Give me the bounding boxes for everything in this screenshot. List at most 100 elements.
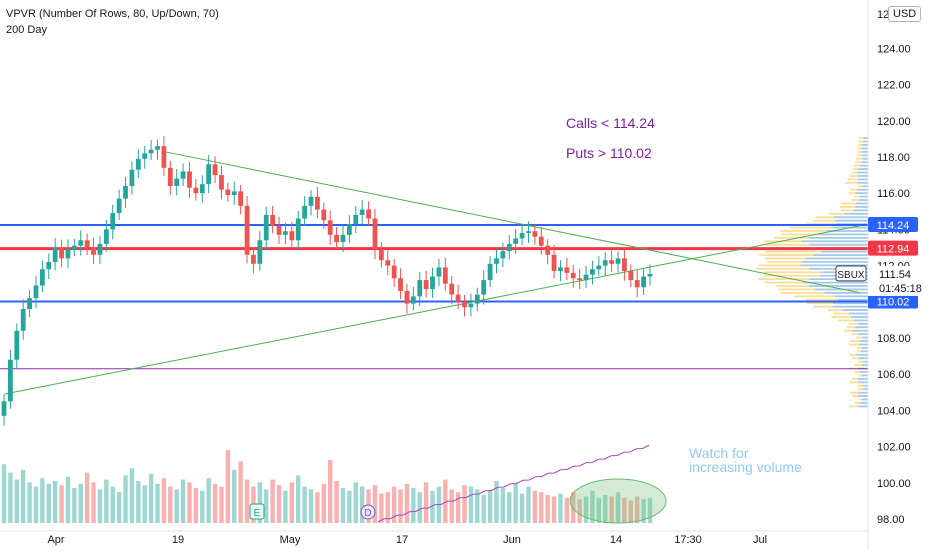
indicator-legend[interactable]: VPVR (Number Of Rows, 80, Up/Down, 70)	[6, 8, 219, 20]
ma-legend[interactable]: 200 Day	[6, 24, 47, 36]
profile-row-down	[844, 181, 858, 184]
profile-row-down	[780, 291, 825, 294]
candle-body	[155, 146, 160, 150]
profile-row-up	[863, 384, 868, 387]
volume-bar	[635, 496, 640, 523]
profile-row-down	[767, 261, 803, 263]
volume-bar	[411, 488, 416, 523]
volume-bar	[308, 489, 314, 523]
candle-body	[442, 267, 448, 284]
dividend-marker-label: D	[364, 508, 371, 519]
profile-row-down	[758, 278, 809, 281]
volume-bar	[647, 497, 653, 523]
volume-bar	[564, 497, 570, 523]
watch-annotation-line1: Watch for	[689, 445, 749, 461]
volume-bar	[27, 482, 32, 523]
profile-row-up	[850, 316, 868, 318]
candle-body	[14, 330, 20, 360]
profile-row-up	[861, 364, 868, 367]
profile-row-up	[821, 250, 868, 253]
candle-body	[385, 260, 391, 266]
candle-body	[596, 265, 602, 270]
candle-body	[359, 209, 365, 215]
profile-row-down	[852, 168, 859, 170]
candle-body	[391, 265, 397, 279]
profile-row-down	[806, 298, 838, 301]
profile-row-up	[858, 357, 868, 360]
candle-body	[129, 169, 135, 186]
profile-row-down	[858, 137, 864, 140]
candle-body	[33, 285, 39, 299]
profile-row-down	[857, 185, 864, 188]
volume-bar	[391, 486, 397, 523]
profile-row-down	[858, 140, 864, 143]
upper-trendline	[163, 151, 861, 294]
profile-row-down	[848, 322, 858, 325]
profile-row-up	[813, 254, 868, 256]
volume-bar	[155, 483, 160, 523]
volume-bar	[475, 489, 480, 523]
volume-bar	[526, 486, 531, 523]
candle-body	[52, 247, 58, 262]
candle-body	[161, 146, 167, 168]
profile-row-down	[807, 302, 833, 305]
profile-row-down	[756, 267, 809, 270]
watch-annotation-line2: increasing volume	[689, 459, 802, 475]
candle-body	[27, 298, 32, 310]
volume-bar	[500, 488, 506, 523]
profile-row-down	[763, 274, 820, 277]
volume-bar	[97, 489, 103, 523]
candle-body	[647, 273, 653, 277]
volume-bar	[225, 450, 231, 523]
profile-row-up	[860, 164, 868, 167]
y-tick-label: 124.00	[877, 43, 911, 55]
candle-body	[410, 296, 416, 304]
volume-bar	[519, 493, 525, 523]
profile-row-down	[840, 209, 854, 212]
y-tick-label: 122.00	[877, 80, 911, 92]
candle-body	[135, 158, 141, 170]
candle-body	[634, 280, 640, 288]
candle-body	[78, 240, 84, 246]
volume-bar	[494, 481, 499, 523]
candle-body	[65, 249, 71, 259]
candle-body	[494, 258, 499, 264]
volume-bar	[289, 482, 295, 523]
volume-bar	[583, 496, 589, 523]
profile-row-up	[862, 144, 868, 146]
volume-bars	[1, 450, 653, 523]
profile-row-up	[852, 329, 868, 332]
profile-row-up	[857, 178, 868, 181]
profile-row-up	[863, 388, 868, 391]
volume-bar	[283, 490, 288, 523]
y-tick-label: 108.00	[877, 333, 911, 345]
profile-row-up	[858, 168, 868, 170]
profile-row-up	[860, 350, 868, 353]
candle-body	[417, 280, 423, 297]
cumulative-volume-line	[377, 444, 650, 523]
earnings-marker-label: E	[254, 508, 261, 519]
candle-body	[372, 218, 378, 250]
profile-row-up	[855, 206, 868, 208]
candle-body	[609, 260, 615, 264]
profile-row-down	[854, 364, 862, 367]
y-tick-label: 98.00	[877, 514, 905, 526]
volume-bar	[200, 490, 205, 523]
candle-body	[110, 213, 116, 230]
profile-row-down	[840, 206, 856, 208]
volume-bar	[244, 479, 250, 523]
volume-bar	[257, 482, 263, 523]
x-tick-label: 19	[172, 534, 184, 546]
volume-bar	[359, 486, 365, 523]
profile-row-down	[764, 257, 807, 260]
currency-badge[interactable]: USD	[888, 6, 922, 22]
profile-row-down	[850, 340, 860, 342]
candle-body	[353, 214, 359, 224]
volume-bar	[193, 488, 199, 523]
profile-row-up	[800, 264, 868, 267]
profile-row-up	[806, 257, 868, 260]
profile-row-down	[758, 264, 801, 267]
profile-row-down	[858, 144, 863, 146]
profile-row-up	[802, 261, 868, 263]
